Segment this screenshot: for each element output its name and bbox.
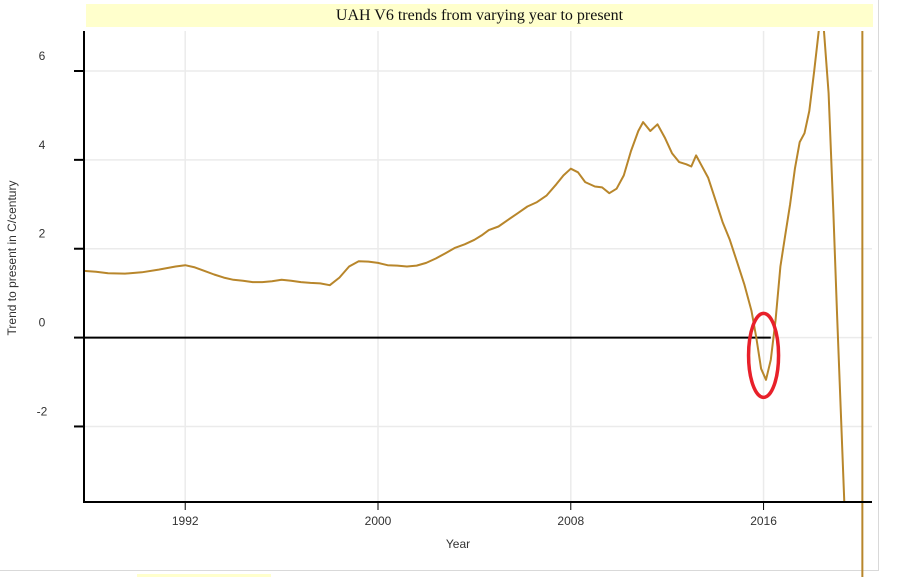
annotation-group <box>746 311 781 400</box>
tick-labels: -2 0 2 4 6 1992 2000 2008 2016 <box>37 49 778 528</box>
axes-group <box>74 31 872 510</box>
annotation-circle <box>746 311 781 400</box>
x-tick-label: 1992 <box>172 514 199 528</box>
x-axis-label: Year <box>446 537 470 551</box>
bottom-strip <box>137 574 271 577</box>
y-tick-label: -2 <box>37 404 48 418</box>
y-tick-label: 2 <box>39 227 46 241</box>
series-line <box>84 31 846 503</box>
y-axis-label: Trend to present in C/century <box>5 181 19 336</box>
grid-lines <box>84 31 872 502</box>
y-tick-label: 4 <box>39 138 46 152</box>
chart-title: UAH V6 trends from varying year to prese… <box>86 4 873 27</box>
series-group <box>84 31 864 577</box>
y-tick-label: 0 <box>39 316 46 330</box>
x-tick-label: 2008 <box>557 514 584 528</box>
y-tick-label: 6 <box>39 49 46 63</box>
x-tick-label: 2000 <box>365 514 392 528</box>
x-tick-label: 2016 <box>750 514 777 528</box>
chart-frame <box>0 0 879 571</box>
